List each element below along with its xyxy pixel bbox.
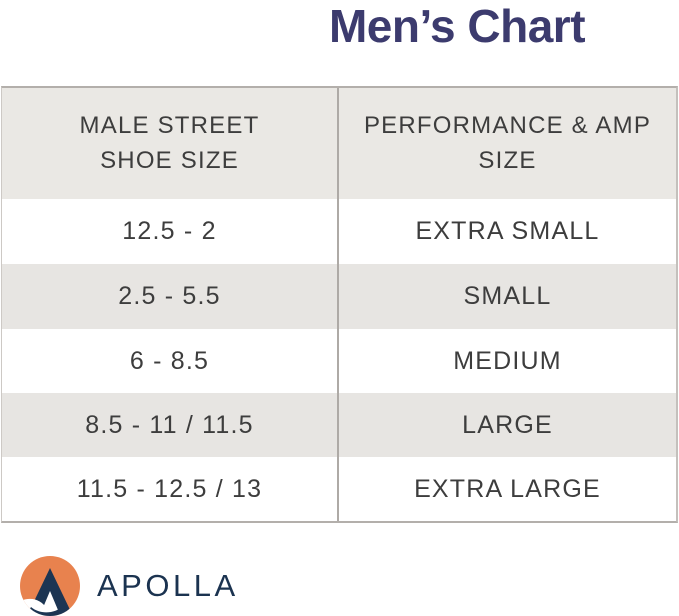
apolla-a-mark-icon	[20, 556, 80, 616]
amp-size-cell: LARGE	[339, 393, 676, 457]
mens-size-table: MALE STREET SHOE SIZE PERFORMANCE & AMP …	[1, 86, 678, 523]
shoe-size-cell: 11.5 - 12.5 / 13	[2, 457, 339, 521]
amp-size-cell: EXTRA LARGE	[339, 457, 676, 521]
shoe-size-cell: 6 - 8.5	[2, 329, 339, 393]
shoe-size-cell: 8.5 - 11 / 11.5	[2, 393, 339, 457]
amp-size-cell: MEDIUM	[339, 329, 676, 393]
header-cell-shoe-size: MALE STREET SHOE SIZE	[2, 88, 339, 199]
brand-logo: APOLLA	[20, 556, 239, 616]
brand-wordmark: APOLLA	[97, 568, 239, 603]
shoe-size-cell: 2.5 - 5.5	[2, 264, 339, 329]
amp-size-cell: EXTRA SMALL	[339, 199, 676, 264]
amp-size-cell: SMALL	[339, 264, 676, 329]
header-cell-amp-size: PERFORMANCE & AMP SIZE	[339, 88, 676, 199]
page-title: Men’s Chart	[328, 0, 586, 52]
shoe-size-cell: 12.5 - 2	[2, 199, 339, 264]
